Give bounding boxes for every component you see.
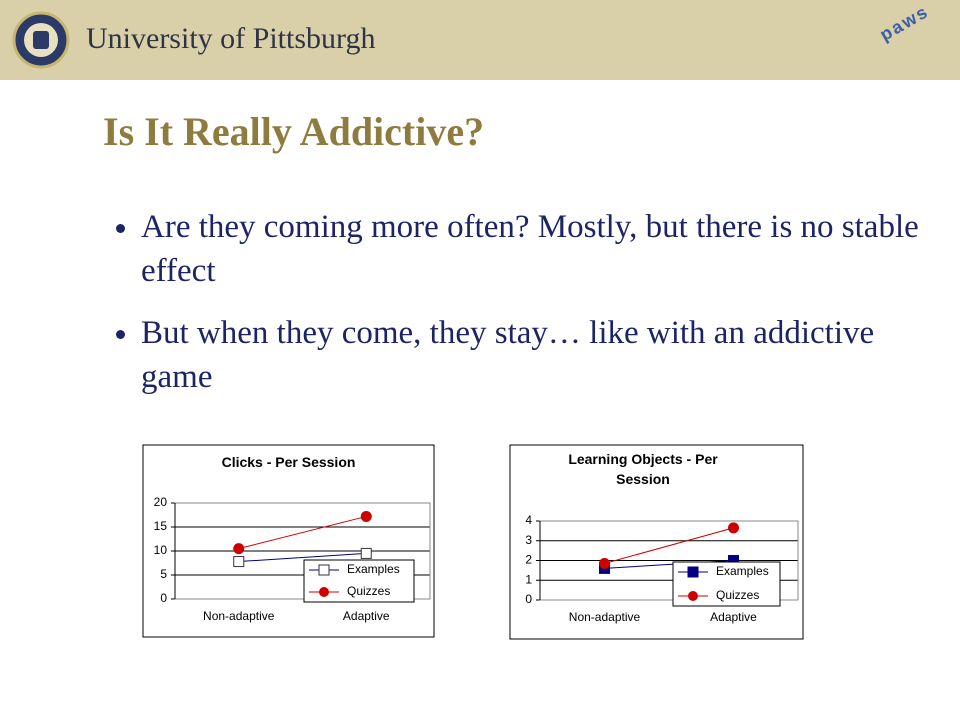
series-line [238,515,367,550]
marker [233,543,245,555]
legend-label: Quizzes [347,584,390,598]
x-tick-label: Non-adaptive [203,609,275,623]
series-line [604,527,734,564]
y-tick-label: 3 [525,533,532,547]
chart-title: Clicks - Per Session [221,454,356,470]
x-tick-label: Non-adaptive [569,610,641,624]
chart-frame [142,444,435,638]
legend-label: Quizzes [716,588,759,602]
header-band [0,0,960,80]
y-tick-label: 0 [160,591,167,605]
marker [360,510,372,522]
y-tick-label: 5 [160,567,167,581]
university-name: University of Pittsburgh [86,22,376,55]
x-tick-label: Adaptive [710,610,757,624]
y-tick-label: 4 [525,513,532,527]
y-tick-label: 10 [154,543,168,557]
legend-marker [319,587,329,597]
marker [599,557,610,569]
y-tick-label: 1 [525,572,532,586]
x-tick-label: Adaptive [343,609,390,623]
marker [233,556,245,568]
chart-title: Learning Objects - Per Session [568,451,718,487]
series-line [238,552,367,563]
legend-marker [687,566,699,578]
legend-marker [318,564,330,576]
slide-title: Is It Really Addictive? [103,109,485,154]
y-tick-label: 2 [525,553,532,567]
marker [728,522,739,534]
bullet: But when they come, they stay… like with… [141,311,941,399]
legend-label: Examples [347,562,400,576]
y-tick-label: 20 [154,495,168,509]
bullet: Are they coming more often? Mostly, but … [141,205,941,293]
legend-label: Examples [716,564,769,578]
marker [360,547,372,559]
seal-shield [33,31,49,49]
chart-frame [509,444,804,640]
paws-logo: paws [876,1,932,45]
bullet-list: Are they coming more often? Mostly, but … [100,205,941,417]
legend-marker [688,591,698,601]
y-tick-label: 0 [525,592,532,606]
y-tick-label: 15 [154,519,168,533]
